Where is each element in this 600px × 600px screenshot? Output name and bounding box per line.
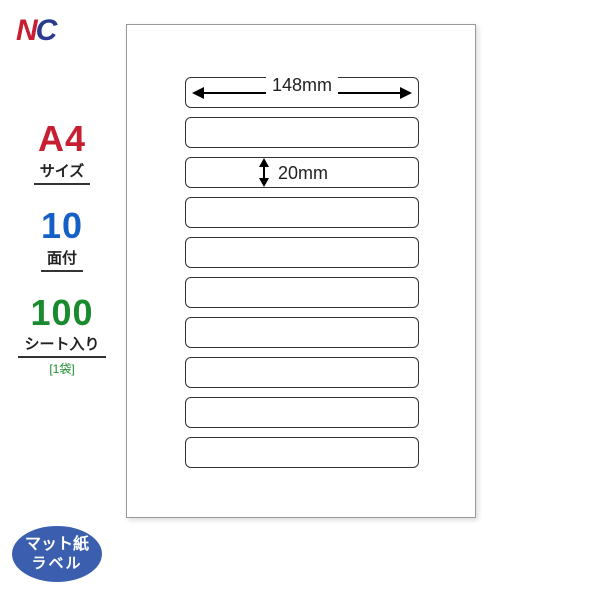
height-dimension-arrow <box>256 158 272 187</box>
spec-sheets-caption: シート入り <box>18 333 105 358</box>
spec-sheets-value: 100 <box>14 294 110 332</box>
height-value: 20mm <box>278 163 328 184</box>
spec-sheets-sub: [1袋] <box>14 360 110 377</box>
label-sheet: 148mm 20mm <box>126 24 476 518</box>
label-row <box>185 117 419 148</box>
label-row <box>185 437 419 468</box>
logo-letter-c: C <box>36 14 56 47</box>
label-row <box>185 397 419 428</box>
labels-grid: 148mm 20mm <box>185 77 419 477</box>
spec-faces: 10 面付 <box>14 207 110 272</box>
spec-size-value: A4 <box>14 120 110 158</box>
material-badge: マット紙 ラベル <box>12 526 102 582</box>
dimension-line <box>263 167 265 178</box>
arrow-down-icon <box>259 178 269 187</box>
brand-logo: NC <box>16 14 55 48</box>
spec-sheets: 100 シート入り [1袋] <box>14 294 110 378</box>
spec-size-caption: サイズ <box>34 160 91 185</box>
label-row: 148mm <box>185 77 419 108</box>
spec-size: A4 サイズ <box>14 120 110 185</box>
spec-faces-value: 10 <box>14 207 110 245</box>
label-row <box>185 317 419 348</box>
label-row <box>185 237 419 268</box>
badge-line-2: ラベル <box>31 555 82 572</box>
spec-panel: A4 サイズ 10 面付 100 シート入り [1袋] <box>14 120 110 399</box>
spec-faces-caption: 面付 <box>41 247 83 272</box>
arrow-up-icon <box>259 158 269 167</box>
width-dimension-arrow: 148mm <box>192 85 412 101</box>
label-row <box>185 197 419 228</box>
label-row <box>185 357 419 388</box>
badge-line-1: マット紙 <box>25 536 89 554</box>
arrow-right-icon <box>400 87 412 99</box>
label-row: 20mm <box>185 157 419 188</box>
width-value: 148mm <box>266 75 338 96</box>
logo-letter-n: N <box>16 14 36 47</box>
label-row <box>185 277 419 308</box>
arrow-left-icon <box>192 87 204 99</box>
